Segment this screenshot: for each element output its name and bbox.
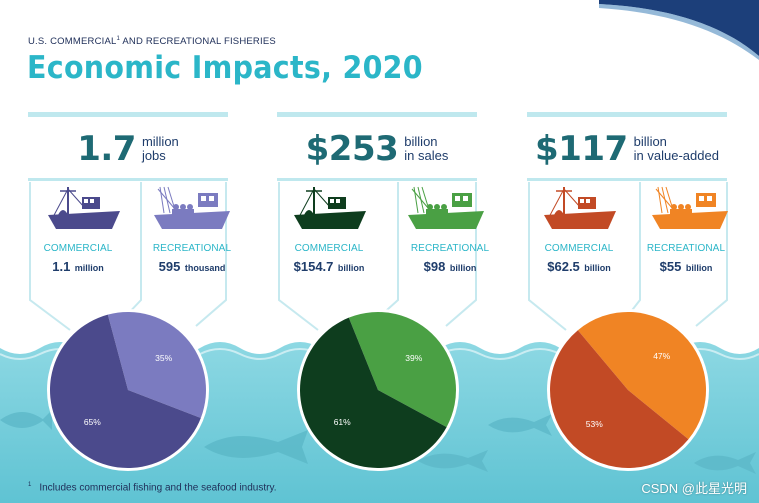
recreational-boat-icon — [652, 186, 728, 229]
commercial-boat-icon — [544, 187, 616, 229]
commercial-value: $154.7 billion — [282, 258, 376, 276]
pie-slice-recreational — [348, 312, 456, 428]
value-unit: thousand — [184, 263, 226, 273]
fish-icon — [488, 414, 552, 436]
stat-unit-line2: in value-added — [633, 148, 719, 163]
value-unit: billion — [584, 263, 611, 273]
pie-slice-recreational — [577, 311, 707, 440]
fish-icon — [694, 452, 756, 474]
stat-unit-line1: million — [141, 134, 179, 149]
stat-unit: billion in sales — [404, 135, 448, 163]
pie-label-commercial: 61% — [334, 417, 351, 427]
commercial-boat-icon — [294, 187, 366, 229]
stat-value: $253 — [305, 129, 399, 169]
stat-unit: million jobs — [142, 135, 179, 163]
pie-chart-jobs: 35% 65% — [47, 309, 209, 471]
commercial-label: COMMERCIAL — [43, 243, 113, 254]
recreational-value: 595 thousand — [146, 258, 238, 276]
value-number: $62.5 — [547, 259, 580, 274]
pie-label-commercial: 65% — [84, 417, 101, 427]
value-unit: million — [74, 263, 104, 273]
stat-unit-line1: billion — [404, 134, 438, 149]
value-unit: billion — [449, 263, 477, 273]
recreational-label: RECREATIONAL — [410, 243, 490, 254]
footnote-marker: 1 — [116, 36, 121, 42]
pie-label-recreational: 47% — [653, 351, 670, 361]
eyebrow-text-start: U.S. COMMERCIAL — [28, 36, 117, 48]
panel-top-rule — [28, 112, 228, 117]
panel-value-added: $117 billion in value-added — [527, 112, 727, 332]
recreational-value: $98 billion — [404, 258, 496, 276]
panel-sales: $253 billion in sales — [277, 112, 477, 332]
pie-slice-recreational — [107, 312, 206, 418]
panel-jobs: 1.7 million jobs — [28, 112, 228, 332]
pie-label-recreational: 35% — [155, 353, 172, 363]
headline-stat: $253 billion in sales — [277, 124, 477, 174]
recreational-value: $55 billion — [640, 258, 732, 276]
fish-icon — [0, 410, 52, 430]
panel-mid-rule — [28, 178, 228, 181]
value-unit: billion — [685, 263, 713, 273]
stat-unit-line2: jobs — [141, 148, 166, 163]
fish-icon — [418, 450, 488, 472]
value-number: $154.7 — [293, 259, 334, 274]
commercial-value: 1.1 million — [36, 258, 120, 276]
stat-unit-line1: billion — [633, 134, 667, 149]
pie-slice-commercial — [299, 317, 447, 469]
value-unit: billion — [337, 263, 365, 273]
footnote-marker: 1 — [28, 482, 32, 488]
pie-slice-commercial — [550, 330, 689, 468]
footnote: 1 Includes commercial fishing and the sea… — [28, 482, 277, 493]
value-number: $98 — [423, 259, 446, 274]
corner-wave-decoration — [599, 0, 759, 60]
page-title: Economic Impacts, 2020 — [27, 50, 423, 86]
eyebrow-heading: U.S. COMMERCIAL1 AND RECREATIONAL FISHER… — [28, 36, 276, 47]
stat-value: $117 — [535, 129, 628, 169]
panel-top-rule — [277, 112, 477, 117]
stat-unit-line2: in sales — [404, 148, 449, 163]
value-number: 595 — [158, 259, 181, 274]
pie-slice-commercial — [49, 314, 201, 469]
pie-label-recreational: 39% — [405, 353, 422, 363]
pie-label-commercial: 53% — [586, 419, 603, 429]
stat-unit: billion in value-added — [634, 135, 719, 163]
fish-icon — [204, 430, 308, 464]
commercial-value: $62.5 billion — [534, 258, 624, 276]
headline-stat: 1.7 million jobs — [28, 124, 228, 174]
value-number: $55 — [659, 259, 682, 274]
recreational-label: RECREATIONAL — [152, 243, 232, 254]
watermark: CSDN @此星光明 — [641, 481, 747, 496]
commercial-label: COMMERCIAL — [294, 243, 364, 254]
recreational-label: RECREATIONAL — [646, 243, 726, 254]
recreational-boat-icon — [154, 186, 230, 229]
stat-value: 1.7 — [77, 129, 136, 169]
commercial-boat-icon — [48, 187, 120, 229]
panel-mid-rule — [277, 178, 477, 181]
recreational-boat-icon — [408, 186, 484, 229]
panel-top-rule — [527, 112, 727, 117]
footnote-text: Includes commercial fishing and the seaf… — [39, 482, 277, 494]
pie-chart-value-added: 47% 53% — [547, 309, 709, 471]
commercial-label: COMMERCIAL — [544, 243, 614, 254]
headline-stat: $117 billion in value-added — [527, 124, 727, 174]
value-number: 1.1 — [52, 259, 71, 274]
eyebrow-text-end: AND RECREATIONAL FISHERIES — [120, 36, 276, 48]
pie-chart-sales: 39% 61% — [297, 309, 459, 471]
panel-mid-rule — [527, 178, 727, 181]
